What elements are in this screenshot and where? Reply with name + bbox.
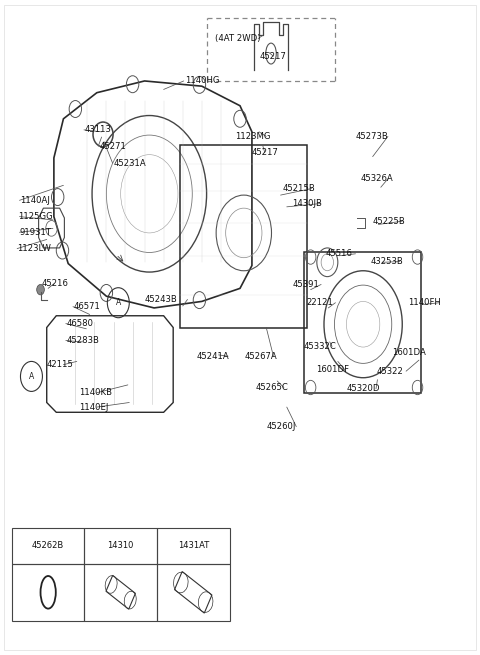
Text: A: A bbox=[29, 372, 34, 381]
Text: 45271: 45271 bbox=[99, 141, 126, 151]
Text: 45217: 45217 bbox=[252, 148, 279, 157]
Text: 45231A: 45231A bbox=[114, 159, 146, 168]
Text: 1140KB: 1140KB bbox=[79, 388, 112, 397]
Text: 1140AJ: 1140AJ bbox=[21, 196, 50, 205]
Text: 46571: 46571 bbox=[74, 302, 101, 311]
Text: 1140EJ: 1140EJ bbox=[79, 403, 108, 411]
Text: 45243B: 45243B bbox=[144, 295, 177, 304]
Text: 45322: 45322 bbox=[377, 367, 404, 376]
Circle shape bbox=[36, 284, 44, 295]
Text: 46580: 46580 bbox=[67, 319, 94, 328]
Text: 1601DF: 1601DF bbox=[316, 365, 349, 375]
Bar bbox=[12, 563, 84, 621]
Bar bbox=[12, 528, 84, 563]
Text: 42115: 42115 bbox=[47, 360, 73, 369]
Text: 1125GG: 1125GG bbox=[18, 212, 53, 221]
Text: 43253B: 43253B bbox=[370, 257, 403, 266]
Text: 14310: 14310 bbox=[108, 541, 134, 550]
Text: 45262B: 45262B bbox=[32, 541, 64, 550]
Text: 1123LW: 1123LW bbox=[17, 244, 51, 253]
Text: 22121: 22121 bbox=[307, 298, 334, 307]
Text: 45320D: 45320D bbox=[347, 384, 380, 393]
Text: 1431AT: 1431AT bbox=[178, 541, 209, 550]
Text: 45265C: 45265C bbox=[255, 383, 288, 392]
Bar bbox=[84, 528, 157, 563]
Text: 43113: 43113 bbox=[85, 125, 112, 134]
Text: 45283B: 45283B bbox=[67, 336, 100, 345]
Text: 45216: 45216 bbox=[42, 279, 69, 288]
Bar bbox=[157, 563, 229, 621]
Text: 45391: 45391 bbox=[292, 280, 319, 289]
Text: 45332C: 45332C bbox=[303, 342, 336, 351]
Bar bbox=[84, 563, 157, 621]
Text: 45326A: 45326A bbox=[361, 174, 394, 183]
Text: 1601DA: 1601DA bbox=[392, 348, 426, 358]
Text: 1430JB: 1430JB bbox=[292, 199, 323, 208]
Text: 45217: 45217 bbox=[259, 52, 286, 61]
Text: 45273B: 45273B bbox=[356, 132, 389, 141]
Text: 1140FH: 1140FH bbox=[408, 298, 441, 307]
Text: (4AT 2WD): (4AT 2WD) bbox=[215, 34, 261, 43]
Text: 45260J: 45260J bbox=[266, 422, 296, 431]
Text: 91931T: 91931T bbox=[20, 228, 51, 236]
Text: 45516: 45516 bbox=[326, 250, 353, 258]
Text: A: A bbox=[116, 298, 121, 307]
Text: 1140HG: 1140HG bbox=[185, 77, 220, 85]
Text: 45267A: 45267A bbox=[245, 352, 277, 361]
Text: 1123MG: 1123MG bbox=[235, 132, 271, 141]
Text: 45241A: 45241A bbox=[197, 352, 230, 361]
Text: 45215B: 45215B bbox=[283, 184, 316, 193]
Bar bbox=[157, 528, 229, 563]
Text: 45225B: 45225B bbox=[372, 217, 405, 226]
